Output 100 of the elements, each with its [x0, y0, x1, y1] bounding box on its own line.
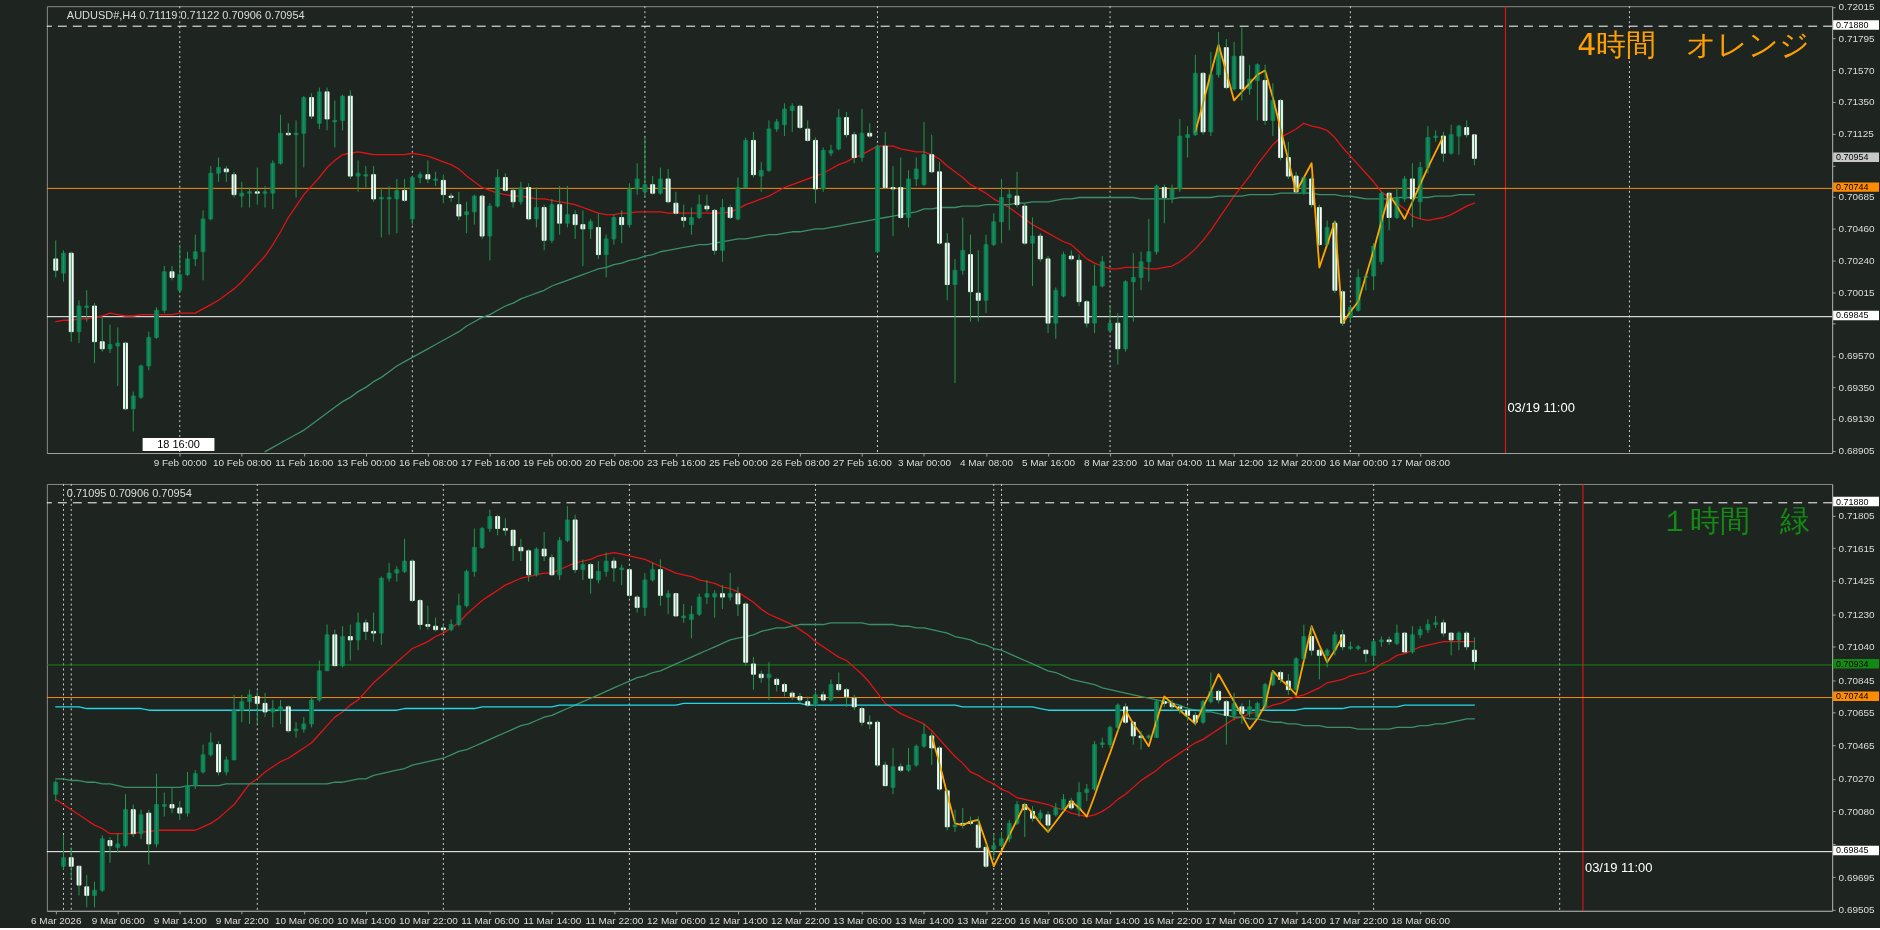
candlestick: [1084, 783, 1090, 802]
candlestick: [650, 175, 656, 196]
candlestick: [115, 833, 121, 854]
y-tick-label: 0.71805: [1838, 510, 1876, 522]
x-tick-label: 19 Feb 00:00: [523, 457, 583, 469]
x-tick-label: 26 Feb 08:00: [771, 457, 831, 469]
x-tick-label: 8 Mar 23:00: [1083, 457, 1138, 469]
y-tick-label: 0.70465: [1838, 739, 1876, 751]
candlestick: [1099, 737, 1105, 749]
candlestick: [665, 589, 671, 615]
candlestick: [681, 204, 687, 228]
y-tick-label: 0.71230: [1838, 608, 1876, 620]
x-tick-label: 25 Feb 00:00: [709, 457, 769, 469]
candlestick: [262, 692, 268, 718]
y-tick-label: 0.71570: [1838, 64, 1876, 76]
candlestick: [789, 690, 795, 701]
candlestick: [1146, 733, 1152, 740]
y-tick-label: 0.70655: [1838, 707, 1876, 719]
y-tick-label: 0.69505: [1838, 904, 1876, 916]
candlestick: [301, 716, 307, 734]
y-tick-label: 0.71125: [1838, 128, 1875, 140]
candlestick: [1441, 618, 1446, 638]
candlestick: [216, 157, 221, 183]
x-tick-label: 16 Mar 06:00: [1019, 915, 1079, 927]
line-series: [930, 625, 1344, 868]
candlestick: [386, 562, 392, 583]
candlestick: [828, 144, 834, 157]
x-tick-label: 12 Mar 20:00: [1267, 457, 1327, 469]
candlestick: [1378, 636, 1384, 648]
x-tick-label: 10 Mar 06:00: [274, 915, 335, 927]
candlestick: [425, 159, 431, 184]
candlestick: [84, 289, 90, 323]
y-tick-label: 0.69695: [1838, 871, 1876, 883]
candlestick: [1014, 171, 1020, 208]
candlestick: [456, 191, 462, 221]
candlestick: [254, 167, 260, 206]
candlestick: [239, 181, 245, 208]
candlestick: [394, 565, 400, 583]
y-tick-label: 0.70270: [1838, 773, 1876, 785]
candlestick: [262, 185, 268, 208]
x-tick-label: 11 Mar 12:00: [1205, 457, 1265, 469]
candlestick: [533, 187, 539, 228]
candlestick: [797, 692, 803, 704]
x-tick-label: 11 Mar 14:00: [523, 915, 582, 927]
chart-title: AUDUSD#,H4 0.71119 0.71122 0.70906 0.70954: [66, 9, 305, 22]
y-tick-label: 0.69570: [1838, 350, 1876, 362]
x-tick-label: 12 Mar 14:00: [709, 915, 769, 927]
x-tick-label: 17 Feb 16:00: [460, 457, 521, 469]
x-tick-label: 12 Mar 22:00: [771, 915, 831, 927]
candlestick: [502, 517, 508, 536]
y-tick-label: 0.70015: [1838, 286, 1876, 298]
candlestick: [580, 209, 586, 267]
candlestick: [704, 194, 710, 213]
candlestick: [867, 714, 873, 730]
candlestick: [619, 564, 625, 586]
annotation: １時間 緑: [1660, 503, 1811, 539]
candlestick: [952, 809, 958, 833]
y-tick-label: 0.70460: [1838, 223, 1876, 235]
candlestick: [758, 161, 764, 193]
x-tick-label: 17 Mar 06:00: [1205, 915, 1265, 927]
candlestick: [1045, 810, 1051, 833]
y-tick-label: 0.70685: [1838, 191, 1876, 203]
candlestick: [1433, 615, 1439, 629]
annotation: 4時間 オレンジ: [1577, 27, 1811, 63]
y-tick-label: 0.69350: [1838, 381, 1876, 393]
candlestick: [278, 699, 283, 725]
candlestick: [704, 579, 710, 605]
candlestick: [1456, 630, 1462, 651]
candlestick: [1107, 305, 1113, 333]
x-tick-label: 17 Mar 08:00: [1391, 457, 1451, 469]
candlestick: [1386, 636, 1392, 646]
candlestick: [378, 187, 384, 238]
line-series: [1194, 43, 1445, 325]
candlestick: [805, 119, 811, 143]
candlestick: [913, 157, 919, 187]
x-tick-label: 20 Feb 08:00: [585, 457, 645, 469]
candlestick: [906, 747, 911, 773]
candlestick: [192, 234, 198, 267]
candlestick: [681, 603, 687, 624]
line-series: [55, 122, 1476, 323]
candlestick: [634, 162, 640, 196]
candlestick: [425, 605, 431, 631]
x-tick-label: 10 Mar 04:00: [1143, 457, 1203, 469]
candlestick: [239, 694, 245, 723]
candlestick: [53, 239, 59, 278]
candlestick: [813, 690, 818, 708]
y-tick-label: 0.69130: [1838, 413, 1876, 425]
x-tick-label: 9 Mar 14:00: [153, 915, 208, 927]
candlestick: [115, 326, 121, 387]
candlestick: [1355, 644, 1361, 651]
annotation: 18 16:00: [157, 437, 200, 450]
candlestick: [820, 690, 826, 703]
candlestick: [673, 593, 679, 617]
candlestick: [712, 589, 718, 619]
y-tick-label: 0.70080: [1838, 805, 1876, 817]
x-tick-label: 16 Mar 22:00: [1143, 915, 1203, 927]
candlestick: [898, 762, 904, 773]
x-tick-label: 16 Mar 14:00: [1081, 915, 1141, 927]
candlestick: [727, 572, 733, 602]
y-tick-label: 0.71040: [1838, 641, 1876, 653]
